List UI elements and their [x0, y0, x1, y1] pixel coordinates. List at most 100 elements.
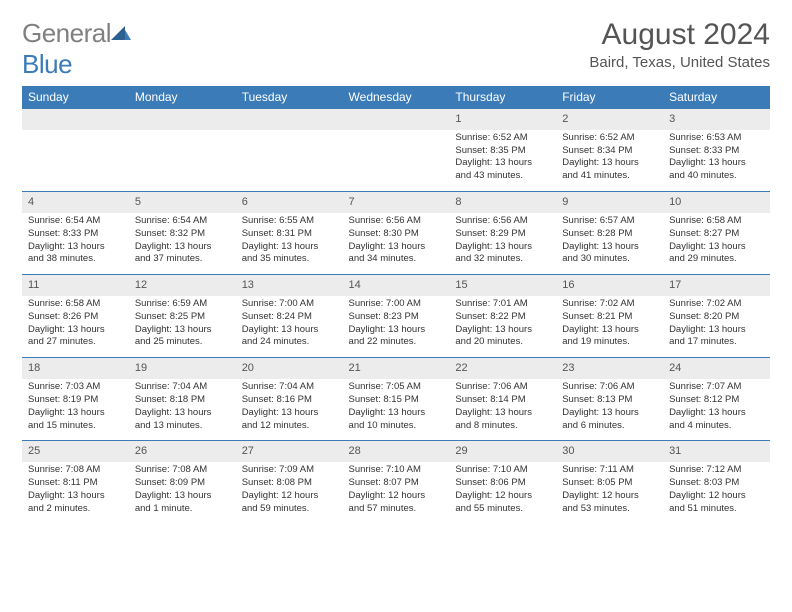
day-cell: Sunrise: 7:08 AMSunset: 8:09 PMDaylight:… — [129, 462, 236, 523]
day-cell: Sunrise: 7:11 AMSunset: 8:05 PMDaylight:… — [556, 462, 663, 523]
day-number: 29 — [449, 441, 556, 462]
content-row: Sunrise: 7:03 AMSunset: 8:19 PMDaylight:… — [22, 379, 770, 441]
sunrise-text: Sunrise: 7:05 AM — [349, 381, 444, 394]
sunset-text: Sunset: 8:15 PM — [349, 394, 444, 407]
day-cell: Sunrise: 6:58 AMSunset: 8:26 PMDaylight:… — [22, 296, 129, 358]
sunrise-text: Sunrise: 6:54 AM — [135, 215, 230, 228]
daylight-text: and 12 minutes. — [242, 420, 337, 433]
daylight-text: Daylight: 13 hours — [242, 241, 337, 254]
sunrise-text: Sunrise: 7:06 AM — [455, 381, 550, 394]
day-number: 2 — [556, 109, 663, 130]
sunset-text: Sunset: 8:08 PM — [242, 477, 337, 490]
header: General Blue August 2024 Baird, Texas, U… — [22, 18, 770, 80]
day-number: 31 — [663, 441, 770, 462]
sunrise-text: Sunrise: 7:12 AM — [669, 464, 764, 477]
daylight-text: and 30 minutes. — [562, 253, 657, 266]
sunset-text: Sunset: 8:20 PM — [669, 311, 764, 324]
sunrise-text: Sunrise: 6:56 AM — [455, 215, 550, 228]
day-number: 24 — [663, 358, 770, 379]
day-number: 27 — [236, 441, 343, 462]
day-number: 11 — [22, 275, 129, 296]
sunrise-text: Sunrise: 7:10 AM — [455, 464, 550, 477]
logo-word2: Blue — [22, 49, 72, 79]
daylight-text: and 20 minutes. — [455, 336, 550, 349]
month-title: August 2024 — [589, 18, 770, 52]
day-cell: Sunrise: 7:05 AMSunset: 8:15 PMDaylight:… — [343, 379, 450, 441]
content-row: Sunrise: 7:08 AM Sunset: 8:11 PM Daylight:… — [22, 462, 770, 523]
sunset-text: Sunset: 8:27 PM — [669, 228, 764, 241]
sunrise-text: Sunrise: 7:08 AM — [135, 464, 230, 477]
day-number: 13 — [236, 275, 343, 296]
day-number: 6 — [236, 192, 343, 213]
sunset-text: Sunset: 8:28 PM — [562, 228, 657, 241]
sunrise-text: Sunrise: 6:59 AM — [135, 298, 230, 311]
daylight-text: Daylight: 13 hours — [669, 241, 764, 254]
daylight-text: Daylight: 13 hours — [562, 407, 657, 420]
day-number: 8 — [449, 192, 556, 213]
sunset-text: Sunset: 8:23 PM — [349, 311, 444, 324]
day-number: 20 — [236, 358, 343, 379]
sunset-text: Sunset: 8:06 PM — [455, 477, 550, 490]
logo-word1: General — [22, 18, 111, 48]
logo: General Blue — [22, 18, 131, 80]
weekday-header: Friday — [556, 86, 663, 109]
daynum-cell: 27 — [236, 441, 343, 462]
daylight-text: Daylight: 13 hours — [349, 324, 444, 337]
sunrise-text: Sunrise: 6:58 AM — [669, 215, 764, 228]
daylight-text: Daylight: 13 hours — [242, 407, 337, 420]
weekday-header-row: SundayMondayTuesdayWednesdayThursdayFrid… — [22, 86, 770, 109]
daylight-text: Daylight: 12 hours — [242, 490, 337, 503]
sunrise-text: Sunrise: 7:01 AM — [455, 298, 550, 311]
daylight-text: Daylight: 13 hours — [135, 490, 230, 503]
daylight-text: Daylight: 12 hours — [455, 490, 550, 503]
daynum-row: 45678910 — [22, 192, 770, 213]
day-cell: Sunrise: 6:57 AMSunset: 8:28 PMDaylight:… — [556, 213, 663, 275]
daylight-text: and 57 minutes. — [349, 503, 444, 516]
daylight-text: and 43 minutes. — [455, 170, 550, 183]
sunrise-text: Sunrise: 7:06 AM — [562, 381, 657, 394]
day-number: 15 — [449, 275, 556, 296]
day-number: 5 — [129, 192, 236, 213]
daylight-text: and 13 minutes. — [135, 420, 230, 433]
daynum-cell: 15 — [449, 275, 556, 296]
title-block: August 2024 Baird, Texas, United States — [589, 18, 770, 71]
daylight-text: Daylight: 12 hours — [349, 490, 444, 503]
sunset-text: Sunset: 8:34 PM — [562, 145, 657, 158]
sunset-text: Sunset: 8:05 PM — [562, 477, 657, 490]
daylight-text: Daylight: 13 hours — [669, 324, 764, 337]
day-cell — [343, 130, 450, 192]
daynum-cell: 5 — [129, 192, 236, 213]
daylight-text: Daylight: 12 hours — [669, 490, 764, 503]
calendar-body: 123Sunrise: 6:52 AMSunset: 8:35 PMDaylig… — [22, 109, 770, 524]
day-cell: Sunrise: 7:10 AMSunset: 8:06 PMDaylight:… — [449, 462, 556, 523]
sunrise-text: Sunrise: 7:11 AM — [562, 464, 657, 477]
day-number: 28 — [343, 441, 450, 462]
sunset-text: Sunset: 8:35 PM — [455, 145, 550, 158]
day-number: 22 — [449, 358, 556, 379]
day-number: 12 — [129, 275, 236, 296]
daylight-text: Daylight: 13 hours — [349, 407, 444, 420]
daynum-cell: 11 — [22, 275, 129, 296]
daylight-text: and 10 minutes. — [349, 420, 444, 433]
location-text: Baird, Texas, United States — [589, 54, 770, 71]
sunrise-text: Sunrise: 7:02 AM — [669, 298, 764, 311]
content-row: Sunrise: 6:54 AMSunset: 8:33 PMDaylight:… — [22, 213, 770, 275]
day-cell: Sunrise: 6:56 AMSunset: 8:30 PMDaylight:… — [343, 213, 450, 275]
day-cell: Sunrise: 7:00 AMSunset: 8:24 PMDaylight:… — [236, 296, 343, 358]
daylight-text: and 8 minutes. — [455, 420, 550, 433]
sunset-text: Sunset: 8:14 PM — [455, 394, 550, 407]
daylight-text: and 27 minutes. — [28, 336, 123, 349]
weekday-header: Wednesday — [343, 86, 450, 109]
daylight-text: Daylight: 12 hours — [562, 490, 657, 503]
daylight-text: and 59 minutes. — [242, 503, 337, 516]
daynum-cell: 3 — [663, 109, 770, 130]
day-cell: Sunrise: 6:56 AMSunset: 8:29 PMDaylight:… — [449, 213, 556, 275]
weekday-header: Saturday — [663, 86, 770, 109]
day-number: 25 — [22, 441, 129, 462]
sunset-text: Sunset: 8:11 PM — [28, 477, 123, 490]
daylight-text: Daylight: 13 hours — [669, 407, 764, 420]
sunrise-text: Sunrise: 7:00 AM — [349, 298, 444, 311]
daylight-text: and 37 minutes. — [135, 253, 230, 266]
logo-triangle-icon — [111, 24, 131, 42]
daylight-text: Daylight: 13 hours — [28, 407, 123, 420]
